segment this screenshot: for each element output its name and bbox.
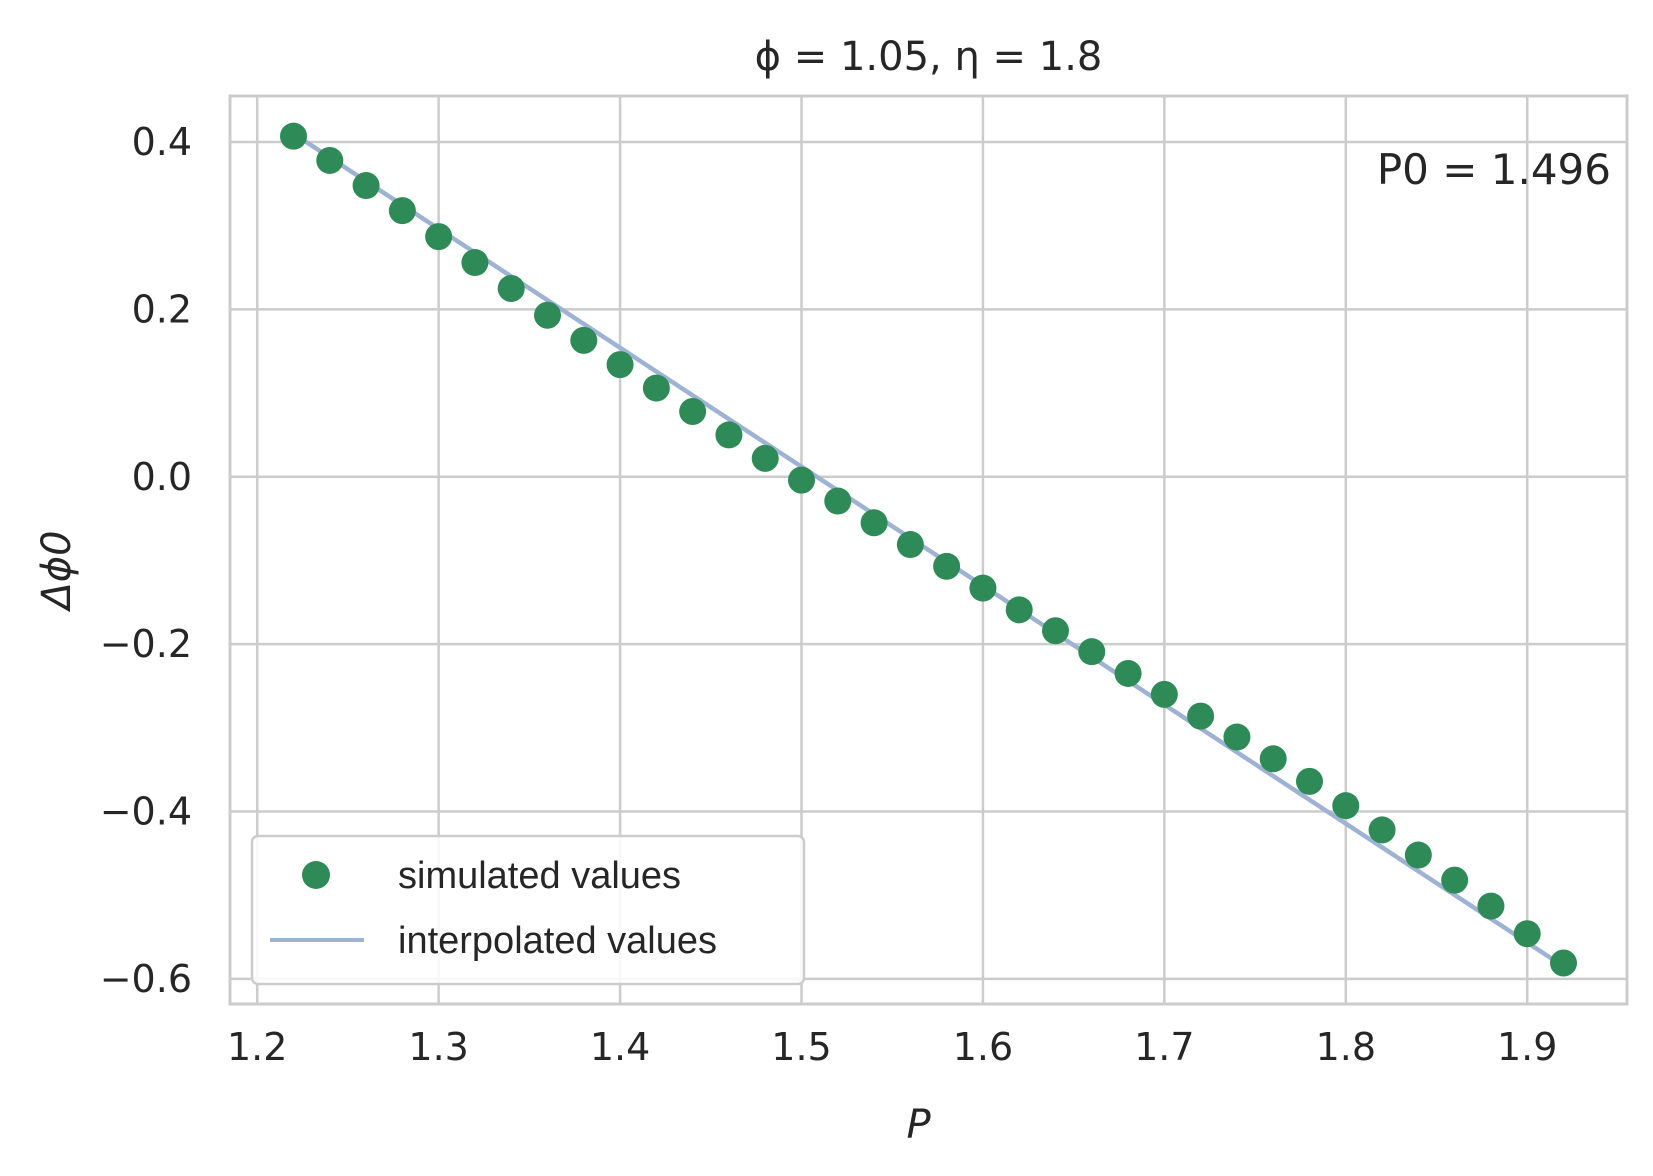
data-point [642, 374, 670, 402]
data-point [1078, 638, 1106, 666]
y-tick-label: 0.0 [132, 455, 192, 499]
data-point [1042, 617, 1069, 645]
x-tick-label: 1.9 [1497, 1025, 1557, 1069]
y-axis-label: Δϕ0 [34, 530, 80, 612]
data-point [896, 531, 924, 559]
data-point [388, 197, 416, 225]
interpolated-line [292, 131, 1565, 969]
x-tick-label: 1.5 [771, 1025, 831, 1069]
data-point [788, 466, 815, 494]
legend-label-interpolated: interpolated values [398, 920, 717, 962]
data-point [969, 574, 997, 602]
legend: simulated values interpolated values [250, 834, 806, 986]
y-tick-label: −0.6 [100, 957, 192, 1001]
data-point [1513, 920, 1541, 948]
chart-title: ϕ = 1.05, η = 1.8 [755, 34, 1103, 80]
interpolated-line-layer [292, 131, 1565, 969]
data-point [860, 509, 888, 537]
data-point [1259, 745, 1287, 773]
x-tick-label: 1.3 [408, 1025, 468, 1069]
simulated-markers-layer [280, 122, 1577, 977]
data-point [1550, 949, 1577, 977]
x-tick-label: 1.8 [1316, 1025, 1376, 1069]
data-point [352, 172, 380, 200]
data-point [280, 122, 307, 150]
legend-marker-simulated [302, 861, 330, 889]
data-point [933, 552, 961, 580]
data-point [1005, 596, 1033, 624]
data-point [1223, 723, 1251, 751]
data-point [1114, 659, 1142, 687]
grid-lines [230, 96, 1627, 1004]
x-tick-label: 1.6 [953, 1025, 1013, 1069]
data-point [1404, 841, 1432, 869]
data-point [1477, 892, 1505, 920]
data-point [1368, 816, 1396, 844]
x-tick-label: 1.4 [590, 1025, 650, 1069]
y-tick-label: −0.2 [100, 622, 192, 666]
data-point [1332, 792, 1360, 820]
x-tick-labels: 1.2 1.3 1.4 1.5 1.6 1.7 1.8 1.9 [227, 1025, 1557, 1069]
y-tick-label: −0.4 [100, 790, 192, 834]
data-point [1441, 866, 1469, 894]
x-tick-label: 1.7 [1134, 1025, 1194, 1069]
data-point [1187, 702, 1215, 730]
data-point [1296, 767, 1323, 795]
y-tick-label: 0.4 [132, 120, 192, 164]
data-point [824, 487, 852, 515]
plot-frame [228, 94, 1629, 1006]
legend-label-simulated: simulated values [398, 855, 681, 897]
data-point [316, 146, 344, 174]
data-point [679, 397, 707, 425]
data-point [751, 444, 779, 472]
x-axis-label: P [906, 1102, 931, 1148]
p0-annotation: P0 = 1.496 [1377, 145, 1611, 194]
data-point [606, 351, 634, 379]
data-point [534, 301, 561, 329]
data-point [461, 249, 489, 277]
y-tick-label: 0.2 [132, 287, 192, 331]
legend-box [250, 834, 806, 986]
y-tick-labels: 0.4 0.2 0.0 −0.2 −0.4 −0.6 [100, 120, 192, 1001]
data-point [570, 326, 598, 354]
data-point [715, 421, 743, 449]
data-point [425, 223, 453, 251]
x-tick-label: 1.2 [227, 1025, 287, 1069]
data-point [497, 274, 525, 302]
data-point [1150, 680, 1178, 708]
